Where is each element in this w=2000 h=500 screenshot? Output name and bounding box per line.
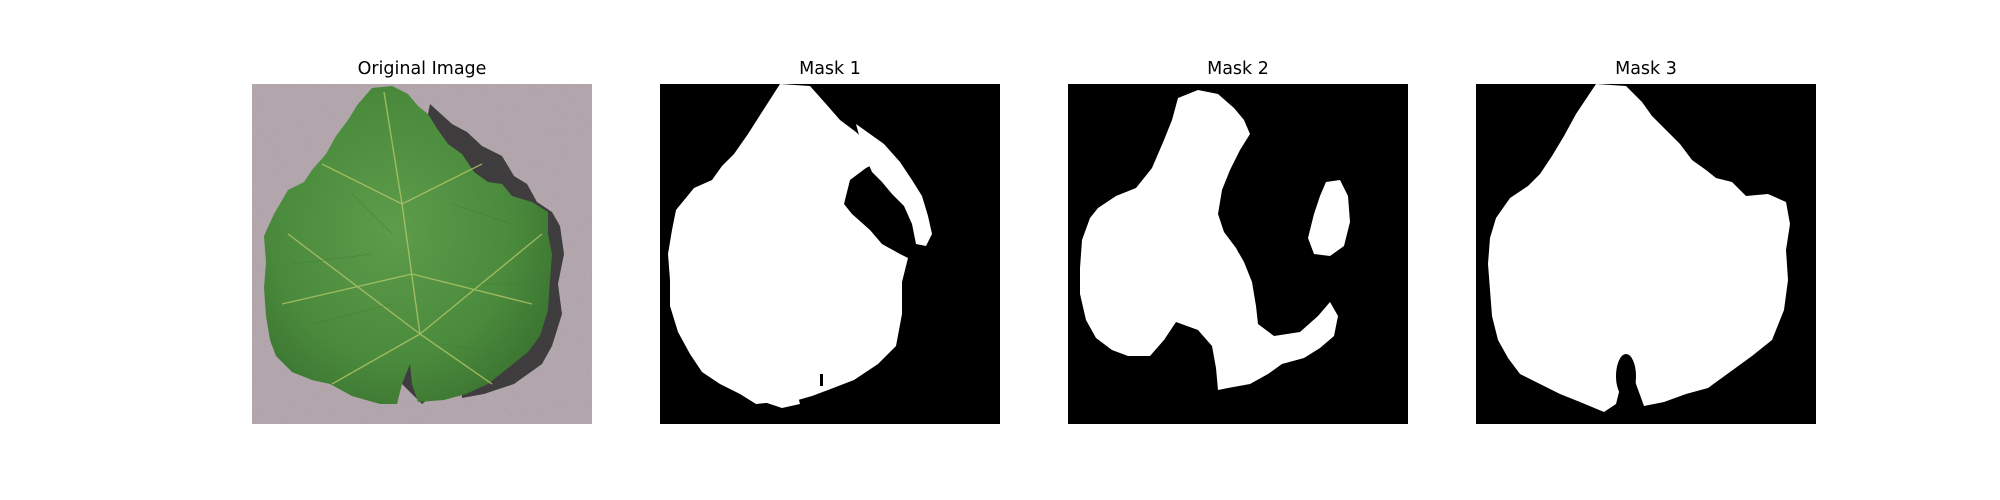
original-leaf-image [252, 84, 592, 424]
mask-foreground [1080, 90, 1338, 390]
panel-title: Mask 3 [1615, 59, 1677, 79]
mask-fragment [1308, 180, 1350, 256]
panel-original-image: Original Image [252, 0, 592, 500]
panel-mask-1: Mask 1 [660, 0, 1000, 500]
mask-foreground [1488, 84, 1790, 412]
leaf-veins [281, 91, 543, 385]
mask-foreground [668, 84, 908, 404]
panel-title: Original Image [357, 59, 487, 79]
panel-mask-3: Mask 3 [1476, 0, 1816, 500]
mask-3-image [1476, 84, 1816, 424]
panel-title: Mask 1 [799, 59, 861, 79]
mask-2-image [1068, 84, 1408, 424]
mask-fragment [856, 124, 932, 246]
panel-title: Mask 2 [1207, 59, 1269, 79]
mask-1-image [660, 84, 1000, 424]
panel-mask-2: Mask 2 [1068, 0, 1408, 500]
